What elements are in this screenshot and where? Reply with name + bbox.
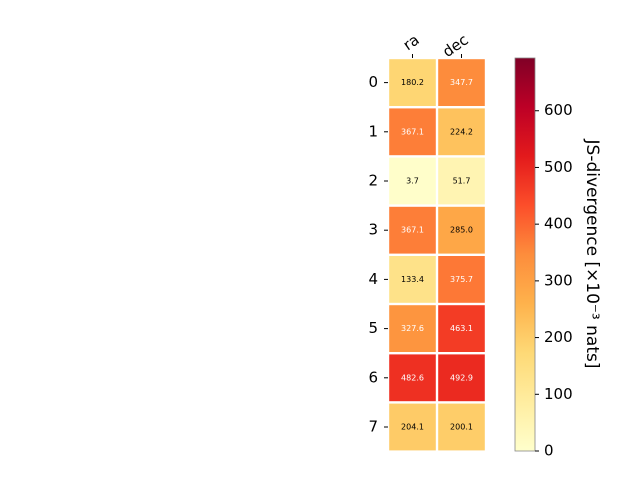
colorbar-label: JS-divergence [×10⁻³ nats]: [582, 139, 602, 369]
row-label: 0: [368, 73, 378, 91]
cell-value-label: 367.1: [401, 127, 424, 136]
heatmap-cell: [438, 206, 485, 254]
cell-value-label: 327.6: [401, 324, 424, 333]
cell-value-label: 492.9: [450, 373, 473, 382]
heatmap-cell: [389, 108, 436, 156]
cell-value-label: 463.1: [450, 324, 473, 333]
cell-value-label: 482.6: [401, 373, 424, 382]
heatmap-cells: 180.2 347.7 367.1 224.2 3.7 51.7 367.1 285.0 133…: [389, 59, 485, 451]
colorbar-tick-label: 0: [544, 442, 554, 460]
cell-value-label: 51.7: [453, 177, 471, 186]
cell-value-label: 133.4: [401, 275, 424, 284]
column-label: ra: [400, 31, 423, 55]
heatmap-cell: [389, 157, 436, 205]
heatmap-cell: [389, 305, 436, 352]
row-label: 7: [368, 418, 378, 436]
heatmap-cell: [438, 403, 485, 451]
heatmap-cell: [438, 305, 485, 352]
heatmap-cell: [438, 354, 485, 402]
cell-value-label: 347.7: [450, 78, 473, 87]
cell-value-label: 375.7: [450, 275, 473, 284]
cell-value-label: 180.2: [401, 78, 424, 87]
cell-value-label: 3.7: [406, 177, 419, 186]
heatmap-cell: [389, 403, 436, 451]
heatmap-cell: [389, 256, 436, 303]
colorbar-tick-label: 100: [544, 385, 573, 403]
column-label: dec: [439, 31, 471, 61]
cell-value-label: 224.2: [450, 127, 473, 136]
column-labels: ra dec: [400, 31, 472, 61]
heatmap-cell: [389, 206, 436, 254]
cell-value-label: 200.1: [450, 423, 473, 432]
heatmap-cell: [389, 354, 436, 402]
colorbar-gradient: [514, 57, 536, 452]
colorbar-tick-label: 500: [544, 158, 573, 176]
colorbar-tick-label: 600: [544, 101, 573, 119]
heatmap-cell: [389, 59, 436, 106]
colorbar-tick-label: 200: [544, 328, 573, 346]
cell-value-label: 367.1: [401, 226, 424, 235]
heatmap-cell: [438, 157, 485, 205]
cell-value-label: 285.0: [450, 226, 473, 235]
row-label: 5: [368, 319, 378, 337]
heatmap-cell: [438, 59, 485, 106]
row-label: 4: [368, 270, 378, 288]
cell-value-label: 204.1: [401, 423, 424, 432]
heatmap-cell: [438, 256, 485, 303]
colorbar-tick-label: 400: [544, 215, 573, 233]
row-label: 3: [368, 221, 378, 239]
row-labels: 0 1 2 3 4 5 6 7: [368, 73, 388, 436]
colorbar: 0 100 200 300 400 500 600 JS-divergence [×10⁻³…: [514, 57, 602, 460]
row-label: 6: [368, 368, 378, 386]
row-label: 2: [368, 172, 378, 190]
colorbar-ticks: 0 100 200 300 400 500 600: [535, 101, 573, 460]
heatmap-cell: [438, 108, 485, 156]
colorbar-tick-label: 300: [544, 271, 573, 289]
row-label: 1: [368, 122, 378, 140]
